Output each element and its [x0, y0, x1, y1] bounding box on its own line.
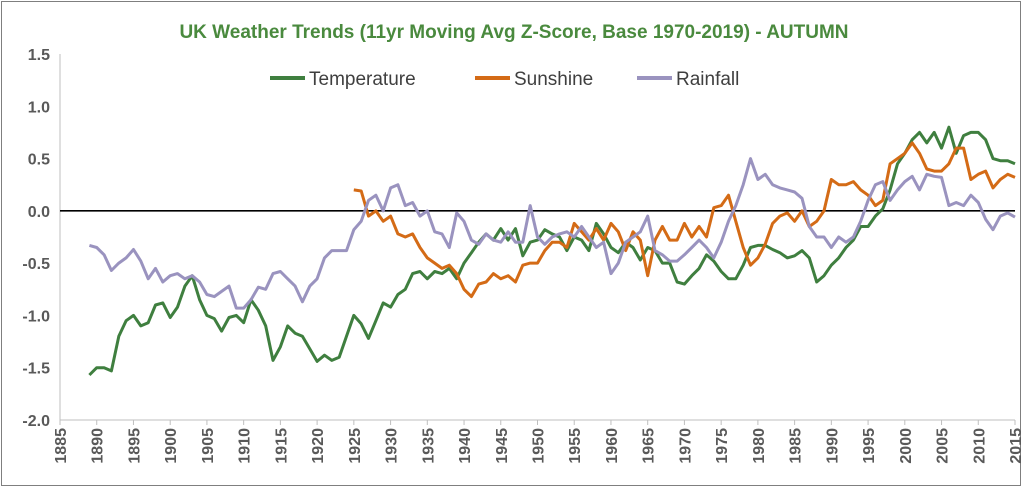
series-line-sunshine	[353, 141, 1016, 299]
x-tick-label: 1910	[237, 428, 254, 464]
x-tick-label: 1915	[273, 428, 290, 464]
series-line-temperature	[88, 125, 1016, 377]
y-tick-label: -1.5	[22, 361, 50, 378]
x-tick-label: 1980	[751, 428, 768, 464]
legend-item-temperature: Temperature	[270, 69, 416, 90]
x-tick-label: 1885	[53, 428, 70, 464]
y-tick-label: -0.5	[22, 256, 50, 273]
x-tick-label: 1920	[310, 428, 327, 464]
y-tick-label: 1.5	[28, 47, 50, 64]
x-tick-label: 1975	[714, 428, 731, 464]
x-tick-label: 1965	[641, 428, 658, 464]
x-tick-label: 2000	[898, 428, 915, 464]
x-tick-label: 1950	[531, 428, 548, 464]
series-line-rainfall	[88, 157, 1016, 310]
legend-item-sunshine: Sunshine	[475, 69, 593, 90]
x-tick-label: 2015	[1008, 428, 1022, 464]
x-tick-label: 1895	[126, 428, 143, 464]
x-tick-label: 1900	[163, 428, 180, 464]
y-tick-label: 0.5	[28, 152, 50, 169]
x-tick-label: 1940	[457, 428, 474, 464]
y-tick-label: -1.0	[22, 308, 50, 325]
legend-label-temperature: Temperature	[309, 69, 416, 90]
plot-area: 1.5 1.0 0.5 0.0 -0.5 -1.0 -1.5 -2.0 1885 1890 189…	[22, 47, 1022, 464]
x-axis-ticks: 1885 1890 1895 1900 1905 1910 1915 1920 1925 1930…	[53, 420, 1022, 464]
series-lines	[88, 125, 1016, 377]
x-tick-label: 2005	[935, 428, 952, 464]
legend-label-rainfall: Rainfall	[676, 69, 739, 90]
x-tick-label: 1930	[384, 428, 401, 464]
legend: Temperature Sunshine Rainfall	[270, 69, 739, 90]
x-tick-label: 1990	[824, 428, 841, 464]
x-tick-label: 2010	[971, 428, 988, 464]
x-tick-label: 1935	[420, 428, 437, 464]
chart-title: UK Weather Trends (11yr Moving Avg Z-Sco…	[179, 22, 848, 43]
x-tick-label: 1985	[788, 428, 805, 464]
x-tick-label: 1995	[861, 428, 878, 464]
x-tick-label: 1945	[494, 428, 511, 464]
y-tick-label: 1.0	[28, 99, 50, 116]
y-tick-label: -2.0	[22, 413, 50, 430]
legend-item-rainfall: Rainfall	[637, 69, 739, 90]
x-tick-label: 1960	[604, 428, 621, 464]
x-tick-label: 1890	[90, 428, 107, 464]
x-tick-label: 1925	[347, 428, 364, 464]
y-axis-ticks: 1.5 1.0 0.5 0.0 -0.5 -1.0 -1.5 -2.0	[22, 47, 50, 430]
y-tick-label: 0.0	[28, 204, 50, 221]
x-tick-label: 1905	[200, 428, 217, 464]
x-tick-label: 1970	[677, 428, 694, 464]
x-tick-label: 1955	[567, 428, 584, 464]
legend-label-sunshine: Sunshine	[514, 69, 593, 90]
